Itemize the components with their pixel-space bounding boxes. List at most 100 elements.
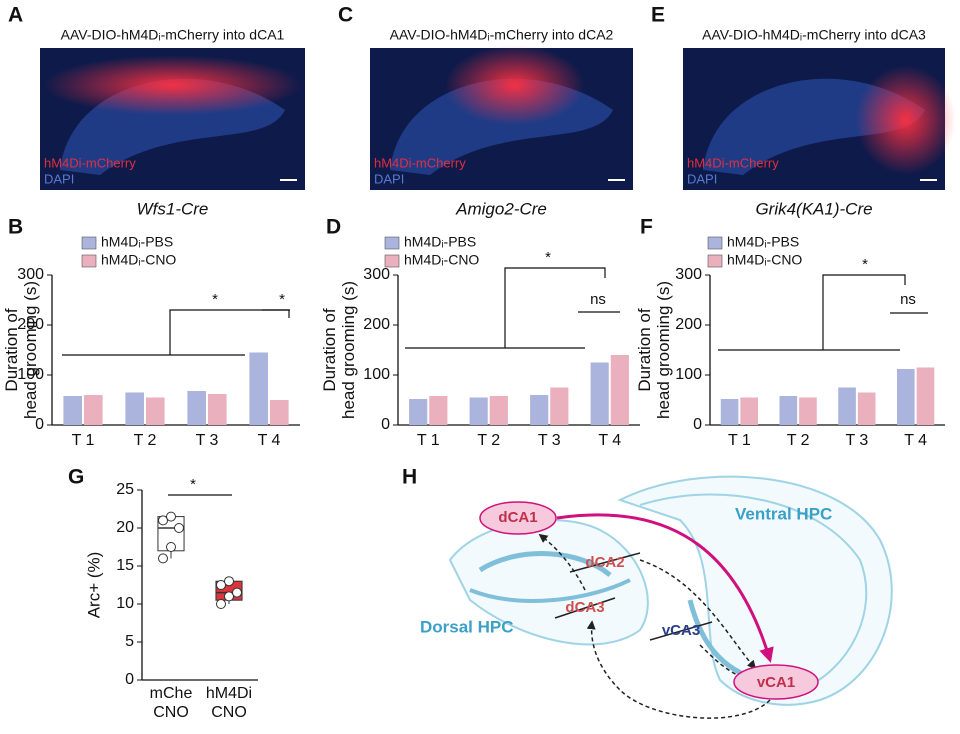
y-axis-label: Duration of — [2, 308, 21, 391]
legend-swatch — [81, 254, 97, 268]
node-label: dCA3 — [565, 599, 604, 616]
marker-label: hM4Di-mCherry — [687, 155, 779, 170]
stain-label: DAPI — [687, 171, 717, 186]
bar — [897, 369, 915, 425]
data-point — [224, 591, 234, 602]
y-tick-label: 200 — [675, 316, 702, 333]
x-tick-label: T 4 — [904, 432, 927, 449]
bar — [720, 399, 739, 425]
bar — [610, 355, 629, 425]
marker-label: hM4Di-mCherry — [374, 155, 466, 170]
significance-bracket — [405, 267, 606, 349]
x-tick-label: T 3 — [538, 432, 561, 449]
genotype: Amigo2-Cre — [455, 199, 547, 218]
y-axis-label: Duration of — [320, 308, 339, 391]
x-tick-label: T 1 — [728, 432, 751, 449]
bar — [125, 392, 144, 425]
data-point — [158, 515, 168, 526]
y-axis-label: head grooming (s) — [21, 281, 40, 419]
y-axis-label: Arc+ (%) — [84, 552, 103, 619]
x-tick-label: mChe — [150, 685, 193, 702]
legend-label: hM4Dᵢ-PBS — [101, 234, 173, 250]
data-point — [216, 580, 226, 590]
legend-label: hM4Dᵢ-PBS — [404, 234, 476, 250]
data-point — [232, 587, 242, 598]
legend-label: hM4Dᵢ-PBS — [727, 234, 799, 250]
y-axis-label: head grooming (s) — [654, 281, 673, 419]
y-tick-label: 200 — [363, 316, 390, 333]
region-label: Ventral HPC — [735, 504, 832, 523]
panel-letter: F — [640, 216, 653, 239]
node-label: vCA3 — [662, 622, 700, 639]
genotype: Grik4(KA1)-Cre — [755, 199, 872, 218]
x-tick-label: T 2 — [787, 432, 810, 449]
bar — [208, 394, 227, 425]
legend-swatch — [707, 236, 723, 250]
data-point — [216, 599, 226, 609]
annotation: * — [279, 291, 285, 308]
y-tick-label: 20 — [116, 519, 134, 536]
mcherry-signal — [855, 65, 956, 175]
bar — [409, 399, 428, 425]
data-point — [158, 553, 168, 564]
node-ellipse — [733, 664, 819, 700]
bar — [838, 387, 856, 425]
genotype: Wfs1-Cre — [137, 199, 209, 218]
y-axis-label: head grooming (s) — [339, 281, 358, 419]
significance-bracket — [718, 274, 906, 351]
y-tick-label: 300 — [675, 266, 702, 283]
bar — [146, 397, 165, 425]
panel-letter: A — [8, 4, 23, 27]
data-point — [166, 511, 176, 522]
y-axis-label: Duration of — [635, 308, 654, 391]
x-tick-label: CNO — [153, 704, 189, 721]
x-tick-label: T 2 — [134, 432, 157, 449]
image-title: AAV-DIO-hM4Dᵢ-mCherry into dCA1 — [61, 27, 285, 43]
legend-swatch — [384, 236, 400, 250]
panel-letter: C — [338, 4, 353, 27]
y-tick-label: 0 — [381, 416, 390, 433]
y-tick-label: 0 — [35, 416, 44, 433]
x-tick-label: T 3 — [196, 432, 219, 449]
bar — [857, 392, 876, 425]
annotation: ns — [900, 291, 916, 308]
x-tick-label: T 4 — [598, 432, 621, 449]
panel-letter: E — [651, 4, 665, 27]
x-tick-label: T 1 — [72, 432, 95, 449]
panel-letter: D — [326, 216, 341, 239]
mcherry-signal — [42, 55, 303, 115]
annotation: * — [862, 256, 868, 273]
panel-letter: B — [8, 216, 23, 239]
annotation: ns — [590, 291, 606, 308]
legend-label: hM4Dᵢ-CNO — [727, 252, 802, 268]
legend-label: hM4Dᵢ-CNO — [404, 252, 479, 268]
legend-swatch — [707, 254, 723, 268]
region-label: Dorsal HPC — [420, 617, 514, 636]
bar — [489, 396, 508, 425]
bar — [84, 395, 103, 425]
bar — [550, 387, 569, 425]
x-tick-label: T 2 — [477, 432, 500, 449]
bar — [187, 391, 206, 425]
annotation: * — [190, 476, 196, 493]
bar — [590, 362, 609, 425]
stain-label: DAPI — [374, 171, 404, 186]
data-point — [224, 576, 234, 587]
y-tick-label: 0 — [125, 671, 134, 688]
hippocampus-drawing — [448, 475, 893, 706]
bar — [429, 396, 448, 425]
bar — [916, 367, 935, 425]
marker-label: hM4Di-mCherry — [44, 155, 136, 170]
legend-label: hM4Dᵢ-CNO — [101, 252, 176, 268]
mcherry-signal — [444, 45, 585, 125]
image-title: AAV-DIO-hM4Dᵢ-mCherry into dCA2 — [390, 27, 614, 43]
y-tick-label: 100 — [17, 366, 44, 383]
annotation: * — [545, 249, 551, 266]
x-tick-label: T 1 — [417, 432, 440, 449]
bar — [270, 400, 289, 425]
bar — [799, 397, 817, 425]
y-tick-label: 10 — [116, 595, 134, 612]
significance-bracket — [62, 309, 290, 356]
y-tick-label: 100 — [675, 366, 702, 383]
